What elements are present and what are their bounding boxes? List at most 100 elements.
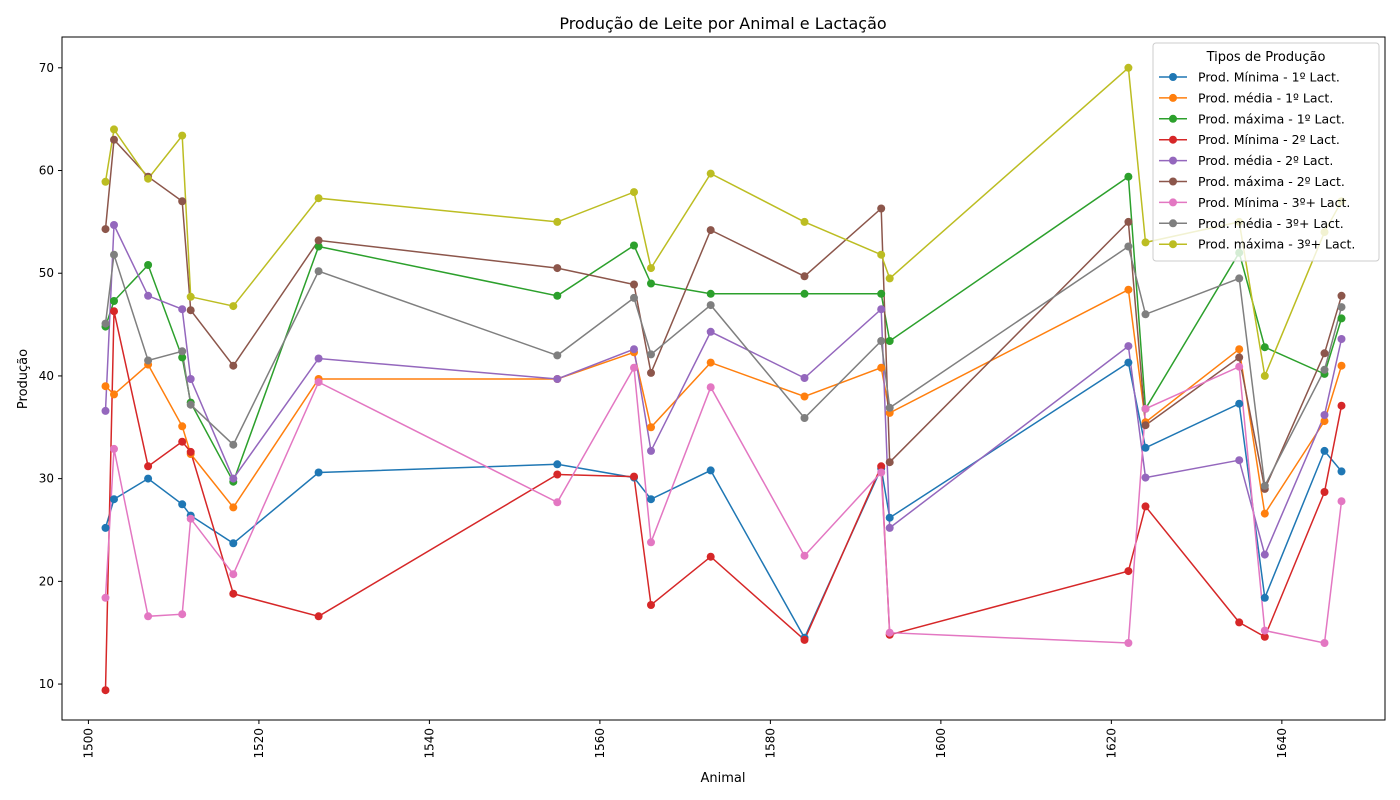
series-line-6 (104, 137, 1343, 492)
data-point (314, 378, 323, 387)
data-point (110, 390, 118, 399)
data-point (553, 351, 562, 360)
data-point (1260, 481, 1269, 490)
data-point (110, 125, 118, 134)
data-point (1235, 345, 1244, 354)
data-point (314, 468, 323, 477)
data-point (647, 279, 655, 288)
data-point (706, 466, 715, 475)
data-point (186, 514, 195, 523)
data-point (186, 375, 195, 383)
data-point (110, 250, 118, 259)
legend-marker (1169, 156, 1177, 165)
data-point (144, 291, 153, 300)
data-point (706, 289, 715, 298)
data-point (101, 319, 110, 328)
data-point (553, 291, 562, 300)
data-point (1337, 291, 1346, 300)
data-point (178, 500, 187, 509)
data-point (1320, 349, 1329, 358)
legend-marker (1169, 240, 1177, 249)
legend-label: Prod. Mínima - 1º Lact. (1198, 70, 1340, 85)
data-point (314, 354, 323, 363)
data-point (630, 241, 638, 250)
legend-label: Prod. média - 3º+ Lact. (1198, 216, 1344, 231)
x-tick-label: 1500 (81, 728, 95, 759)
data-point (1260, 550, 1269, 559)
legend-marker (1169, 135, 1177, 144)
data-point (1235, 456, 1244, 465)
data-point (186, 292, 195, 301)
data-point (1337, 361, 1346, 370)
x-axis-label: Animal (701, 771, 746, 786)
data-point (1320, 417, 1329, 426)
data-point (178, 353, 187, 362)
data-point (1320, 446, 1329, 455)
y-axis: 10 20 30 40 50 60 70 (39, 61, 62, 691)
data-point (1124, 217, 1133, 226)
legend-marker (1169, 198, 1177, 207)
chart-title: Produção de Leite por Animal e Lactação (559, 14, 886, 33)
data-point (110, 135, 118, 144)
data-point (186, 400, 195, 409)
data-point (877, 204, 886, 213)
data-point (877, 250, 886, 259)
data-point (314, 236, 323, 245)
data-point (1337, 497, 1346, 506)
data-point (178, 422, 187, 431)
data-point (110, 307, 118, 316)
data-point (877, 337, 886, 345)
data-point (1260, 509, 1269, 518)
data-point (314, 267, 323, 276)
data-point (800, 289, 809, 298)
data-point (144, 356, 153, 365)
data-point (706, 327, 715, 336)
data-point (800, 374, 809, 382)
series-line-2 (104, 288, 1343, 516)
data-point (553, 470, 562, 479)
data-point (647, 495, 655, 504)
legend-label: Prod. máxima - 3º+ Lact. (1198, 237, 1355, 252)
data-point (647, 601, 655, 609)
data-point (1260, 371, 1269, 380)
data-point (110, 495, 118, 504)
series-line-5 (104, 224, 1343, 557)
y-tick-label: 10 (39, 677, 54, 691)
data-point (800, 392, 809, 401)
legend-label: Prod. média - 1º Lact. (1198, 90, 1333, 105)
data-point (630, 188, 638, 197)
data-point (647, 538, 655, 547)
x-axis: 1500 1520 1540 1560 1580 1600 1620 1640 (81, 720, 1289, 759)
data-point (877, 363, 886, 372)
x-tick-label: 1540 (422, 728, 436, 759)
data-point (1124, 567, 1133, 576)
data-point (1141, 238, 1150, 247)
data-point (144, 462, 153, 471)
data-point (885, 403, 894, 412)
y-tick-label: 40 (39, 369, 54, 383)
x-tick-label: 1580 (763, 728, 777, 759)
data-point (144, 612, 153, 621)
data-point (800, 551, 809, 560)
data-point (1235, 362, 1244, 371)
data-point (1260, 626, 1269, 635)
data-point (178, 305, 187, 314)
y-axis-label: Produção (16, 349, 31, 409)
data-point (706, 226, 715, 235)
data-point (553, 375, 562, 383)
legend-marker (1169, 177, 1177, 186)
data-point (885, 628, 894, 637)
data-point (647, 264, 655, 273)
plot-area-frame (61, 36, 1386, 721)
data-point (186, 447, 195, 456)
data-point (1260, 593, 1269, 602)
data-point (186, 306, 195, 315)
data-point (229, 539, 238, 548)
data-point (314, 194, 323, 203)
data-point (101, 225, 110, 234)
data-point (1141, 473, 1150, 482)
y-tick-label: 20 (39, 574, 54, 588)
data-point (1235, 353, 1244, 362)
data-point (885, 458, 894, 467)
